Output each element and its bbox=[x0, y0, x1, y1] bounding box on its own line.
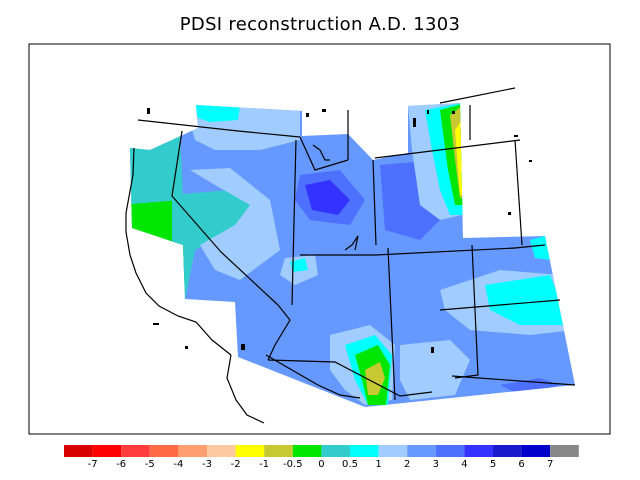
legend-swatch bbox=[149, 445, 179, 457]
field-north-cyan bbox=[195, 105, 240, 122]
legend-swatch bbox=[207, 445, 236, 457]
water-features bbox=[147, 108, 532, 353]
legend-swatch bbox=[493, 445, 522, 457]
legend-swatch bbox=[350, 445, 379, 457]
legend-swatch bbox=[235, 445, 265, 457]
legend-tick-label: 2 bbox=[404, 459, 411, 470]
legend-tick-label: -1 bbox=[259, 459, 270, 470]
legend-colorbar bbox=[64, 445, 579, 457]
state-boundaries bbox=[125, 87, 576, 424]
field-coast-teal-2 bbox=[172, 190, 260, 300]
legend-swatch bbox=[64, 445, 93, 457]
legend-swatch bbox=[550, 445, 579, 457]
legend-swatch bbox=[521, 445, 551, 457]
legend-swatch bbox=[121, 445, 150, 457]
legend-tick-label: -3 bbox=[202, 459, 212, 470]
plot-frame bbox=[28, 43, 611, 435]
field-ut-cyan bbox=[290, 258, 308, 272]
legend-swatch bbox=[378, 445, 408, 457]
pdsi-field bbox=[130, 103, 575, 407]
legend-tick-label: 0 bbox=[318, 459, 325, 470]
legend-swatch bbox=[178, 445, 207, 457]
legend-tick-label: 6 bbox=[518, 459, 525, 470]
legend-tick-label: -0.5 bbox=[283, 459, 303, 470]
legend-swatch bbox=[321, 445, 350, 457]
legend-tick-label: 5 bbox=[489, 459, 497, 470]
legend-tick-label: 1 bbox=[375, 459, 382, 470]
legend-tick-label: 7 bbox=[547, 459, 554, 470]
legend-tick-label: -4 bbox=[173, 459, 184, 470]
legend-tick-label: -6 bbox=[116, 459, 127, 470]
legend-swatch bbox=[435, 445, 465, 457]
legend-tick-label: -2 bbox=[230, 459, 241, 470]
field-nm-light bbox=[400, 340, 470, 400]
legend-swatch bbox=[464, 445, 493, 457]
legend-swatch bbox=[407, 445, 436, 457]
legend-labels: -7 -6 -5 -4 -3 -2 -1 -0.5 0 0.5 1 2 3 4 5 6 7 bbox=[0, 459, 640, 473]
field-utah-dark bbox=[305, 180, 350, 215]
legend-tick-label: 0.5 bbox=[342, 459, 358, 470]
legend-tick-label: 4 bbox=[461, 459, 468, 470]
legend-swatch bbox=[92, 445, 122, 457]
legend-swatch bbox=[292, 445, 322, 457]
reservoir-icon bbox=[344, 235, 359, 251]
legend-tick-label: -5 bbox=[144, 459, 155, 470]
legend-tick-label: 3 bbox=[432, 459, 439, 470]
field-az-olive bbox=[365, 362, 385, 395]
field-nv-light bbox=[190, 168, 280, 280]
field-ne-cyan bbox=[530, 236, 550, 260]
legend-swatch bbox=[264, 445, 293, 457]
great-salt-lake-icon bbox=[312, 144, 330, 161]
legend-tick-label: -7 bbox=[87, 459, 98, 470]
map-title: PDSI reconstruction A.D. 1303 bbox=[179, 14, 461, 35]
field-ks-cyan bbox=[485, 275, 570, 325]
